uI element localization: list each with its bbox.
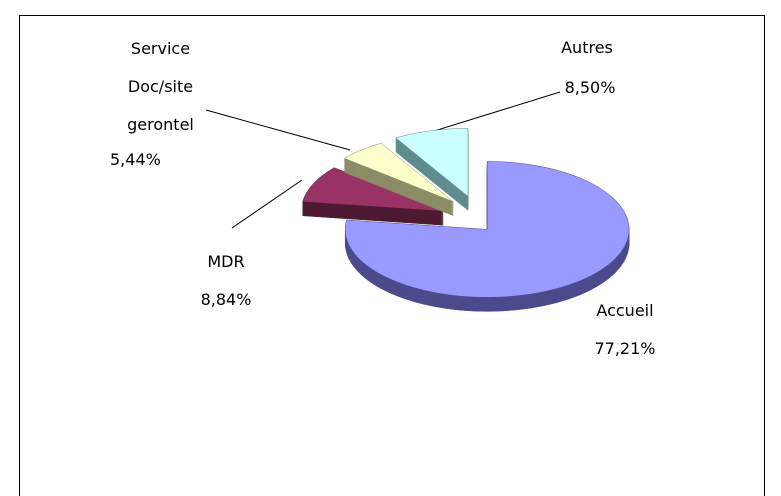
- slice: [343, 142, 454, 202]
- category-label: Autres: [561, 38, 613, 57]
- leader-line: [205, 109, 351, 151]
- category-label: MDR: [207, 252, 245, 271]
- value-label: 8,50%: [564, 78, 616, 97]
- category-label: Service Doc/site gerontel: [127, 39, 194, 134]
- category-label: Accueil: [596, 301, 654, 320]
- slice: [344, 161, 630, 298]
- value-label: 5,44%: [110, 150, 161, 169]
- value-label: 77,21%: [594, 339, 656, 358]
- leader-line: [417, 91, 561, 137]
- value-label: 8,84%: [200, 290, 252, 309]
- slice: [395, 128, 469, 197]
- leader-line: [231, 179, 303, 229]
- slice: [302, 167, 444, 212]
